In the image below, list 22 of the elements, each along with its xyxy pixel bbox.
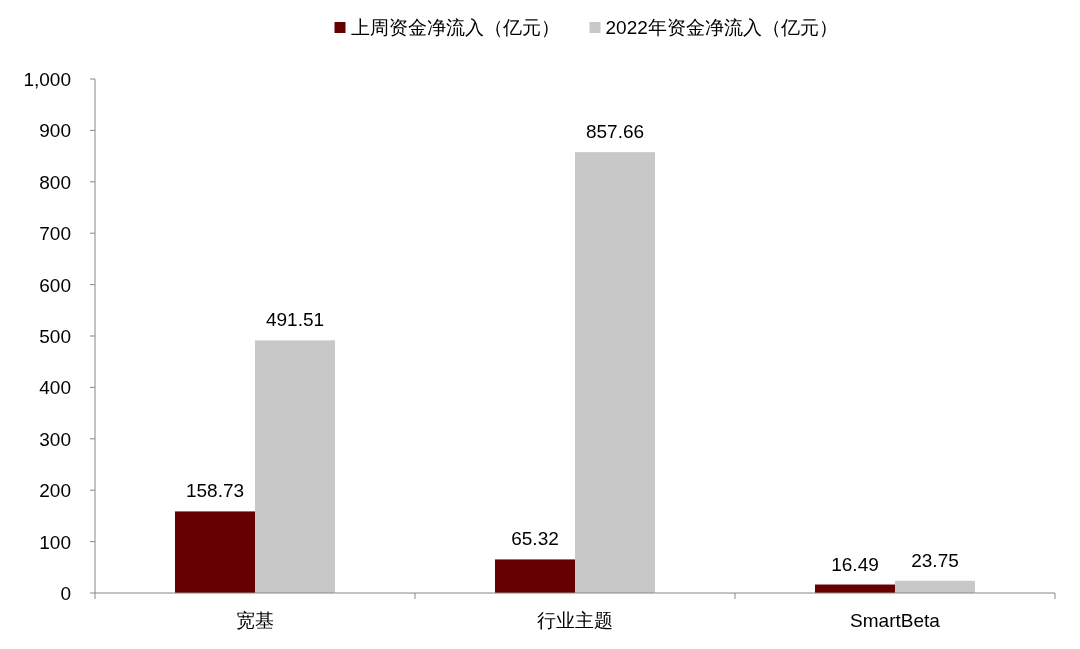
legend-label: 2022年资金净流入（亿元） [605, 17, 838, 38]
y-tick-label: 400 [39, 377, 71, 399]
data-label: 491.51 [265, 309, 325, 331]
y-tick-label: 0 [60, 583, 71, 604]
data-label: 857.66 [585, 121, 645, 143]
y-tick-label: 300 [39, 428, 71, 450]
data-label: 158.73 [185, 480, 245, 502]
x-tick-label: SmartBeta [850, 610, 941, 631]
data-label: 16.49 [831, 553, 879, 575]
x-tick-label: 宽基 [236, 610, 274, 631]
y-tick-label: 900 [39, 120, 71, 142]
data-label: 65.32 [511, 528, 559, 550]
y-tick-label: 100 [39, 531, 71, 553]
y-tick-label: 1,000 [23, 69, 71, 90]
x-tick-label: 行业主题 [537, 610, 613, 631]
y-tick-label: 200 [39, 480, 71, 502]
y-tick-label: 500 [39, 326, 71, 347]
y-tick-label: 800 [39, 171, 71, 193]
data-label: 23.75 [911, 549, 959, 571]
y-tick-label: 700 [39, 223, 71, 245]
y-tick-label: 600 [39, 274, 71, 296]
legend-label: 上周资金净流入（亿元） [350, 17, 560, 38]
